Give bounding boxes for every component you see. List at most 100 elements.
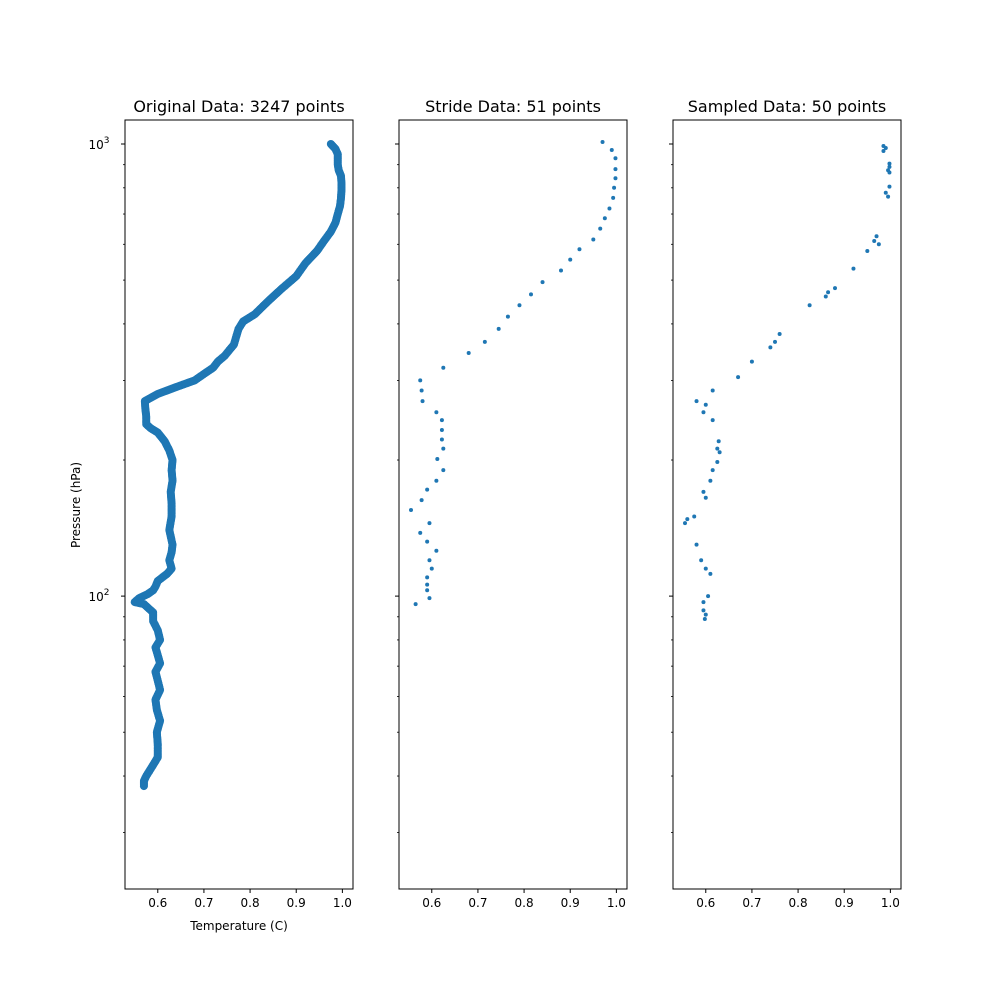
stride-data-points — [409, 140, 618, 607]
axes-frame — [398, 119, 628, 890]
data-point — [717, 450, 722, 455]
x-tick-label: 0.9 — [287, 896, 306, 910]
data-point — [598, 226, 603, 231]
data-point — [694, 399, 699, 404]
x-tick-label: 0.7 — [194, 896, 213, 910]
data-point — [851, 266, 856, 271]
data-point — [439, 418, 444, 423]
x-tick-label: 0.8 — [789, 896, 808, 910]
data-point — [418, 378, 423, 383]
data-point — [505, 314, 510, 319]
data-point — [482, 339, 487, 344]
data-point — [715, 446, 720, 451]
sampled-data-points — [683, 143, 892, 621]
data-point — [777, 331, 782, 336]
data-point — [425, 539, 430, 544]
data-point — [683, 521, 687, 526]
x-ticks: 0.6 0.7 0.8 0.9 1.0 — [148, 889, 352, 910]
data-point — [883, 145, 888, 150]
x-tick-label: 1.0 — [333, 896, 352, 910]
data-point — [425, 582, 430, 587]
data-point — [607, 206, 612, 211]
data-point — [833, 286, 837, 291]
data-point — [872, 239, 877, 244]
data-point — [441, 446, 446, 451]
data-point — [418, 530, 423, 535]
x-tick-label: 0.8 — [241, 896, 260, 910]
data-point — [434, 478, 439, 483]
data-point — [425, 487, 430, 492]
data-point — [708, 478, 713, 483]
data-point — [439, 437, 444, 442]
data-point — [613, 156, 618, 161]
data-point — [441, 468, 446, 473]
data-point — [439, 428, 444, 433]
data-point — [529, 292, 533, 297]
axes-frame — [672, 119, 902, 890]
y-axis-label: Pressure (hPa) — [69, 462, 83, 548]
data-point — [613, 176, 618, 181]
x-tick-label: 0.9 — [835, 896, 854, 910]
data-point — [876, 242, 881, 247]
x-tick-label: 0.6 — [696, 896, 715, 910]
data-point — [600, 140, 605, 145]
data-point — [701, 608, 706, 613]
data-point — [874, 234, 879, 239]
data-point — [887, 184, 892, 189]
data-point — [887, 161, 892, 166]
data-point — [716, 439, 721, 444]
data-point — [611, 195, 616, 200]
x-axis-label: Temperature (C) — [189, 919, 288, 933]
x-tick-label: 0.7 — [742, 896, 761, 910]
data-point — [540, 280, 545, 285]
data-point — [419, 498, 424, 503]
y-ticks — [395, 143, 399, 833]
data-point — [685, 517, 690, 522]
subplot-title: Stride Data: 51 points — [425, 97, 601, 116]
data-point — [807, 303, 812, 308]
data-point — [568, 257, 573, 262]
data-point — [434, 548, 439, 553]
data-point — [559, 268, 563, 273]
data-point — [736, 375, 741, 380]
data-point — [425, 575, 430, 580]
data-point — [427, 521, 432, 526]
x-tick-label: 0.6 — [148, 896, 167, 910]
data-point — [496, 326, 501, 331]
x-tick-label: 0.7 — [468, 896, 487, 910]
data-point — [749, 359, 754, 364]
data-point — [591, 237, 596, 242]
data-point — [609, 147, 614, 152]
data-point — [435, 457, 440, 462]
data-point — [702, 616, 707, 621]
data-point — [701, 489, 706, 494]
data-point — [823, 294, 828, 299]
data-point — [517, 303, 522, 308]
x-tick-label: 1.0 — [607, 896, 626, 910]
data-point — [703, 566, 708, 571]
data-point — [887, 170, 892, 175]
data-point — [429, 566, 434, 571]
y-ticks — [669, 143, 673, 833]
subplot-stride: 0.6 0.7 0.8 0.9 1.0 Stride Data: 51 points — [395, 97, 628, 910]
x-tick-label: 0.8 — [515, 896, 534, 910]
data-point — [865, 248, 870, 253]
data-point — [441, 365, 446, 370]
data-point — [826, 290, 831, 295]
data-point — [703, 612, 708, 617]
data-point — [434, 410, 439, 415]
data-point — [466, 350, 471, 355]
data-point — [613, 167, 618, 172]
data-point — [139, 782, 148, 791]
data-point — [409, 508, 413, 513]
data-point — [887, 164, 892, 169]
subplot-title: Original Data: 3247 points — [133, 97, 344, 116]
subplot-sampled: 0.6 0.7 0.8 0.9 1.0 Sampled Data: 50 points — [669, 97, 902, 910]
data-point — [692, 514, 697, 519]
original-data-points — [130, 140, 346, 791]
data-point — [883, 190, 888, 195]
data-point — [427, 596, 432, 601]
